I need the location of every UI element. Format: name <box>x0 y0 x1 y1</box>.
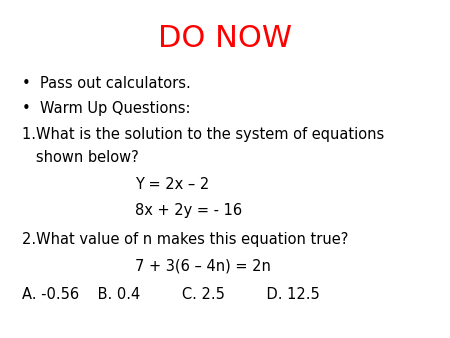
Text: •  Pass out calculators.: • Pass out calculators. <box>22 76 191 91</box>
Text: 8x + 2y = - 16: 8x + 2y = - 16 <box>135 203 242 218</box>
Text: 1.What is the solution to the system of equations: 1.What is the solution to the system of … <box>22 127 385 142</box>
Text: DO NOW: DO NOW <box>158 24 292 53</box>
Text: shown below?: shown below? <box>22 150 139 165</box>
Text: A. -0.56    B. 0.4         C. 2.5         D. 12.5: A. -0.56 B. 0.4 C. 2.5 D. 12.5 <box>22 287 320 302</box>
Text: Y = 2x – 2: Y = 2x – 2 <box>135 177 209 192</box>
Text: 2.What value of n makes this equation true?: 2.What value of n makes this equation tr… <box>22 232 349 246</box>
Text: 7 + 3(6 – 4n) = 2n: 7 + 3(6 – 4n) = 2n <box>135 259 271 273</box>
Text: •  Warm Up Questions:: • Warm Up Questions: <box>22 101 191 116</box>
